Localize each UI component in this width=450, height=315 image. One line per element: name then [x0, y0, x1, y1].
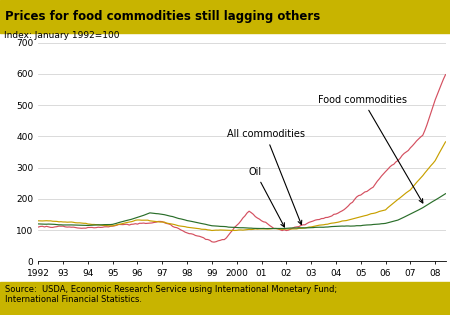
Text: Index: January 1992=100: Index: January 1992=100 [4, 31, 119, 40]
Text: Food commodities: Food commodities [318, 95, 423, 203]
Text: Source:  USDA, Economic Research Service using International Monetary Fund;
Inte: Source: USDA, Economic Research Service … [5, 285, 338, 304]
Text: All commodities: All commodities [227, 129, 305, 225]
Text: Oil: Oil [249, 167, 284, 227]
Text: Prices for food commodities still lagging others: Prices for food commodities still laggin… [5, 10, 321, 23]
